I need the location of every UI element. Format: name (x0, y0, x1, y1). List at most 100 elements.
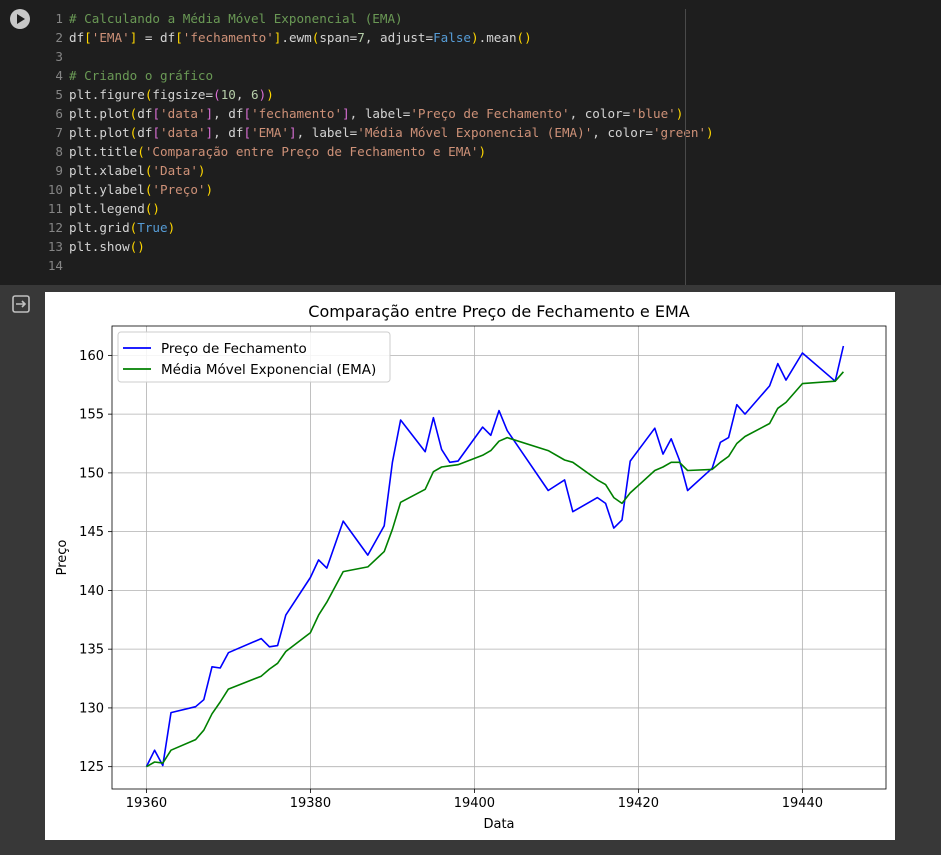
line-chart: 19360 19380 19400 19420 19440 125 130 135 140 145… (55, 302, 887, 832)
y-tick-label: 135 (79, 643, 104, 658)
code-line[interactable]: 1 # Calculando a Média Móvel Exponencial … (40, 9, 685, 28)
code-line[interactable]: 5 plt.figure(figsize=(10, 6)) (40, 85, 685, 104)
code-token: 'Data' (152, 163, 198, 178)
code-line[interactable]: 10 plt.ylabel('Preço') (40, 180, 685, 199)
code-token: plt.grid (69, 220, 130, 235)
code-token: plt.plot (69, 125, 130, 140)
code-token: 'data' (160, 106, 206, 121)
x-tick-label: 19440 (782, 796, 823, 811)
code-token: ) (205, 182, 214, 197)
code-token: () (144, 201, 160, 216)
code-token: df (137, 125, 153, 140)
plot-frame (111, 325, 887, 790)
code-token: , df (213, 125, 244, 140)
legend-label: Média Móvel Exponencial (EMA) (161, 362, 376, 378)
code-token: , adjust= (364, 30, 434, 45)
chart-figure: 19360 19380 19400 19420 19440 125 130 135 140 145… (45, 292, 895, 840)
code-token: , (235, 87, 252, 102)
code-line[interactable]: 4 # Criando o gráfico (40, 66, 685, 85)
code-token: 'EMA' (251, 125, 289, 140)
code-token: ( (129, 220, 138, 235)
code-editor[interactable]: 1 # Calculando a Média Móvel Exponencial … (40, 9, 714, 275)
code-token: = df (137, 30, 176, 45)
editor-ruler (685, 9, 686, 285)
code-token: 7 (357, 30, 365, 45)
code-line[interactable]: 13 plt.show() (40, 237, 685, 256)
y-axis-label: Preço (55, 540, 70, 576)
code-token: 6 (251, 87, 259, 102)
code-line[interactable]: 2 df['EMA'] = df['fechamento'].ewm(span=7… (40, 28, 685, 47)
code-token: 'Preço' (152, 182, 206, 197)
code-token: () (129, 239, 145, 254)
code-token: plt.plot (69, 106, 130, 121)
code-token: ] (129, 30, 138, 45)
code-token: 'Média Móvel Exponencial (EMA)' (357, 125, 593, 140)
code-token: plt.legend (69, 201, 145, 216)
code-token: ) (675, 106, 684, 121)
code-token: 'Preço de Fechamento' (410, 106, 570, 121)
code-token: 'green' (652, 125, 707, 140)
code-cell[interactable]: 1 # Calculando a Média Móvel Exponencial … (0, 0, 941, 285)
code-token: , color= (592, 125, 653, 140)
code-line[interactable]: 6 plt.plot(df['data'], df['fechamento'], … (40, 104, 685, 123)
code-token: 'fechamento' (251, 106, 343, 121)
code-token: ) (471, 30, 479, 45)
line-number: 10 (47, 182, 63, 197)
code-line[interactable]: 12 plt.grid(True) (40, 218, 685, 237)
code-token: .mean (478, 30, 517, 45)
code-line[interactable]: 9 plt.xlabel('Data') (40, 161, 685, 180)
y-tick-label: 155 (79, 408, 104, 423)
code-token: ] (342, 106, 350, 121)
output-redirect-icon[interactable] (11, 294, 31, 314)
code-token: 10 (220, 87, 236, 102)
x-tick-label: 19360 (126, 796, 167, 811)
code-token: ( (137, 144, 145, 159)
code-line[interactable]: 11 plt.legend() (40, 199, 685, 218)
code-token: plt.xlabel (69, 163, 145, 178)
code-token: 'Comparação entre Preço de Fechamento e … (144, 144, 479, 159)
code-token: ) (167, 220, 176, 235)
code-token: 'EMA' (91, 30, 130, 45)
code-token: ) (706, 125, 714, 140)
code-token: , color= (569, 106, 631, 121)
line-number: 7 (55, 125, 63, 140)
line-number: 3 (55, 49, 63, 64)
code-token: [ (84, 30, 92, 45)
code-line[interactable]: 7 plt.plot(df['data'], df['EMA'], label='… (40, 123, 713, 142)
code-token: [ (175, 30, 183, 45)
code-token: # Criando o gráfico (69, 68, 214, 83)
code-token: ] (205, 125, 214, 140)
code-line[interactable]: 3 (40, 47, 685, 66)
y-tick-label: 145 (79, 525, 104, 540)
code-token: () (516, 30, 532, 45)
x-tick-label: 19380 (290, 796, 331, 811)
code-line[interactable]: 14 (40, 256, 685, 275)
code-token: 'blue' (630, 106, 676, 121)
legend-label: Preço de Fechamento (161, 341, 307, 357)
code-token: ) (258, 87, 267, 102)
chart-title: Comparação entre Preço de Fechamento e E… (308, 302, 689, 321)
x-tick-label: 19400 (454, 796, 495, 811)
code-token: [ (152, 106, 161, 121)
code-line[interactable]: 8 plt.title('Comparação entre Preço de Fe… (40, 142, 685, 161)
code-token: ( (311, 30, 320, 45)
code-token: , label= (296, 125, 358, 140)
cell-output-area: 19360 19380 19400 19420 19440 125 130 135 140 145… (0, 285, 941, 855)
y-tick-label: 125 (79, 760, 104, 775)
code-token: ] (288, 125, 297, 140)
line-number: 9 (55, 163, 63, 178)
line-number: 8 (55, 144, 63, 159)
code-token: # Calculando a Média Móvel Exponencial (… (69, 11, 403, 26)
code-token: , label= (349, 106, 411, 121)
code-token: False (433, 30, 472, 45)
run-cell-button[interactable] (10, 9, 30, 29)
code-token: , df (213, 106, 244, 121)
x-axis-label: Data (483, 817, 514, 832)
line-number: 12 (47, 220, 63, 235)
code-token: span= (319, 30, 358, 45)
legend-box (117, 331, 391, 383)
y-tick-label: 150 (79, 466, 104, 481)
code-token: ( (213, 87, 221, 102)
line-number: 11 (47, 201, 63, 216)
code-token: ] (205, 106, 214, 121)
